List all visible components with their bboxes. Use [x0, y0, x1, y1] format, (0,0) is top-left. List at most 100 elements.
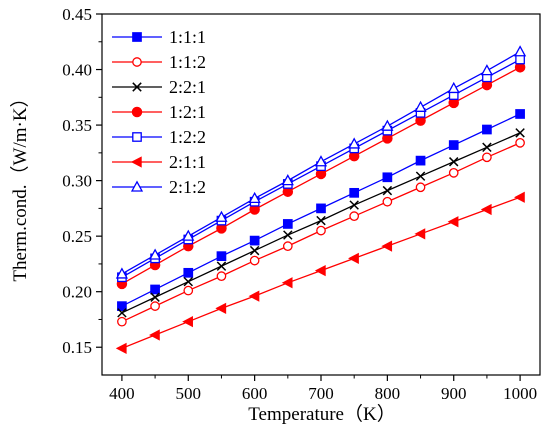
data-point	[249, 235, 260, 246]
data-point	[414, 228, 426, 240]
data-point	[515, 137, 525, 148]
legend-marker	[132, 82, 142, 92]
y-tick-label: 0.15	[62, 338, 92, 357]
data-point	[381, 119, 394, 131]
y-tick-label: 0.30	[62, 172, 92, 191]
data-point	[382, 196, 393, 207]
data-point	[447, 81, 460, 94]
x-tick-label: 800	[375, 384, 401, 403]
legend-item-2-2-1: 2:2:1	[112, 77, 206, 97]
y-tick-label: 0.25	[62, 227, 92, 246]
data-point	[248, 290, 260, 302]
y-tick-label: 0.35	[62, 116, 92, 135]
data-point	[482, 142, 492, 153]
y-tick-label: 0.45	[62, 5, 92, 24]
legend-item-1-1-1: 1:1:1	[112, 27, 206, 47]
data-point	[414, 100, 427, 112]
legend-item-1-2-1: 1:2:1	[112, 102, 206, 122]
plot-frame	[101, 13, 541, 376]
data-point	[115, 267, 129, 279]
data-point	[513, 45, 527, 57]
legend-item-1-2-2: 1:2:2	[112, 127, 206, 147]
data-point	[249, 245, 260, 256]
legend-marker	[132, 57, 142, 67]
plot-area-border	[101, 13, 541, 376]
data-point	[183, 285, 194, 296]
data-point	[415, 171, 426, 181]
series-2-1-1	[115, 191, 525, 354]
series-2-2-1	[117, 128, 525, 318]
legend-label: 2:1:2	[169, 177, 206, 197]
data-point	[316, 203, 326, 214]
data-point	[215, 210, 228, 222]
data-point	[183, 267, 194, 278]
data-point	[248, 191, 261, 204]
data-point	[182, 229, 195, 241]
data-point	[314, 155, 328, 167]
data-point	[515, 109, 525, 119]
legend-marker	[130, 180, 144, 192]
data-point	[349, 211, 360, 222]
data-point	[215, 302, 227, 314]
data-point	[482, 152, 492, 163]
data-point	[415, 155, 426, 166]
x-tick-label: 700	[308, 384, 334, 403]
data-point	[150, 284, 160, 295]
legend-item-2-1-2: 2:1:2	[112, 177, 206, 197]
data-point	[282, 219, 293, 229]
x-tick-label: 600	[242, 384, 268, 403]
data-point	[447, 216, 459, 228]
legend-label: 1:2:2	[169, 127, 206, 147]
data-point	[182, 316, 193, 328]
x-axis-title: Temperature（K）	[248, 403, 395, 425]
data-point	[349, 200, 359, 210]
x-tick-label: 1000	[503, 384, 537, 403]
data-point	[115, 342, 127, 354]
legend-label: 2:1:1	[169, 152, 206, 172]
data-point	[348, 137, 361, 149]
data-point	[448, 167, 459, 178]
data-point	[349, 187, 360, 198]
data-point	[382, 185, 393, 196]
series-1-1-1	[117, 109, 525, 311]
data-point	[381, 240, 393, 252]
data-point	[348, 252, 359, 264]
data-point	[149, 329, 160, 341]
legend-label: 1:1:1	[169, 27, 206, 47]
data-point	[448, 140, 459, 150]
series-layer	[115, 45, 527, 354]
legend-label: 2:2:1	[169, 77, 206, 97]
data-point	[515, 128, 525, 138]
data-point	[117, 316, 127, 327]
series-1-1-2	[117, 137, 525, 327]
data-point	[382, 172, 393, 183]
y-tick-label: 0.40	[62, 61, 92, 80]
data-point	[281, 277, 293, 289]
axis-ticks: 400 500 600 700 800 900 1000 0.15 0.20 0.25 0.30 0.…	[62, 5, 537, 403]
data-point	[415, 182, 426, 193]
legend-label: 1:1:2	[169, 52, 206, 72]
legend-item-1-1-2: 1:1:2	[112, 52, 206, 72]
legend-item-2-1-1: 2:1:1	[112, 152, 206, 172]
legend-marker	[132, 132, 142, 142]
data-point	[281, 174, 294, 186]
data-point	[282, 241, 293, 252]
data-point	[216, 261, 227, 271]
x-tick-label: 900	[441, 384, 467, 403]
data-point	[216, 271, 227, 281]
data-point	[480, 64, 494, 76]
data-point	[314, 264, 326, 277]
legend-marker	[131, 106, 143, 118]
data-point	[316, 215, 326, 226]
data-point	[216, 251, 227, 261]
data-point	[515, 54, 525, 65]
legend-marker	[132, 32, 142, 42]
data-point	[150, 292, 160, 302]
data-point	[482, 124, 492, 135]
y-tick-label: 0.20	[62, 283, 92, 302]
series-2-1-2	[115, 45, 527, 279]
legend-label: 1:2:1	[169, 102, 206, 122]
data-point	[514, 191, 525, 203]
